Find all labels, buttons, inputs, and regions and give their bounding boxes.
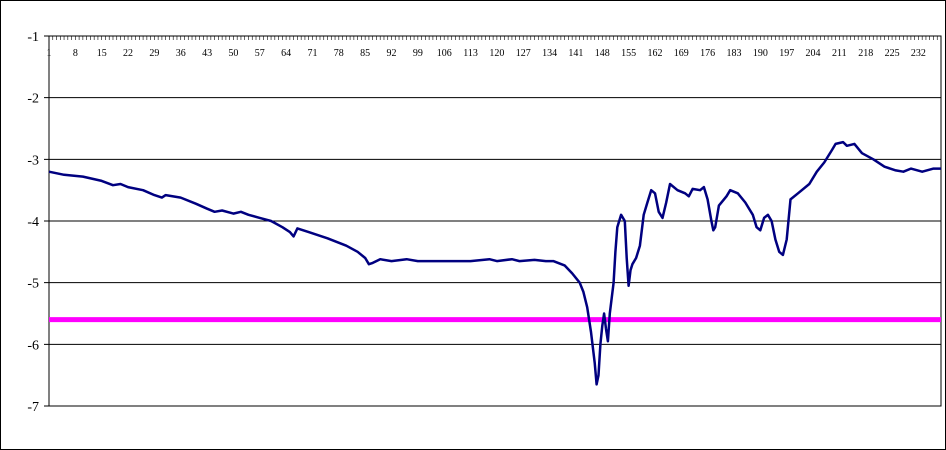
- y-tick-label: -3: [27, 153, 39, 168]
- y-tick-label: -5: [27, 277, 39, 292]
- x-tick-label: 183: [726, 48, 741, 59]
- x-tick-label: 204: [806, 48, 821, 59]
- x-tick-label: 99: [413, 48, 423, 59]
- y-axis-ticks: -1 -2 -3 -4 -5 -6 -7: [27, 30, 39, 415]
- gridlines: [44, 35, 942, 407]
- y-tick-label: -2: [27, 92, 39, 107]
- x-tick-label: 43: [202, 48, 212, 59]
- x-tick-label: 134: [542, 48, 557, 59]
- x-tick-label: 148: [595, 48, 610, 59]
- x-tick-label: 113: [463, 48, 478, 59]
- series-line-0: [48, 140, 941, 386]
- x-tick-label: 36: [176, 48, 186, 59]
- x-tick-label: 218: [858, 48, 873, 59]
- x-tick-label: 50: [228, 48, 238, 59]
- y-tick-label: -4: [27, 215, 39, 230]
- y-tick-label: -7: [27, 400, 39, 415]
- x-tick-label: 22: [123, 48, 133, 59]
- plot-area: [48, 140, 941, 386]
- x-tick-label: 232: [911, 48, 926, 59]
- x-tick-label: 211: [832, 48, 847, 59]
- y-tick-label: -6: [27, 338, 39, 353]
- x-tick-label: 85: [360, 48, 370, 59]
- x-tick-label: 8: [73, 48, 78, 59]
- x-tick-label: 120: [489, 48, 504, 59]
- x-axis-ticks: 1 8 15 22 29 36 43 50 57 64 71 78 85 92 99 106 113 120 127…: [47, 48, 926, 59]
- x-tick-label: 1: [47, 48, 52, 59]
- x-tick-label: 141: [568, 48, 583, 59]
- x-tick-label: 64: [281, 48, 291, 59]
- x-tick-label: 78: [334, 48, 344, 59]
- x-tick-label: 155: [621, 48, 636, 59]
- x-tick-label: 71: [307, 48, 317, 59]
- x-tick-label: 92: [386, 48, 396, 59]
- x-tick-label: 176: [700, 48, 715, 59]
- x-tick-label: 190: [753, 48, 768, 59]
- x-tick-label: 106: [437, 48, 452, 59]
- x-tick-label: 162: [647, 48, 662, 59]
- x-tick-label: 15: [97, 48, 107, 59]
- x-tick-label: 127: [516, 48, 531, 59]
- x-tick-label: 197: [779, 48, 794, 59]
- x-tick-label: 225: [885, 48, 900, 59]
- x-tick-label: 29: [149, 48, 159, 59]
- y-tick-label: -1: [27, 30, 39, 45]
- x-tick-label: 169: [674, 48, 689, 59]
- x-tick-label: 57: [255, 48, 265, 59]
